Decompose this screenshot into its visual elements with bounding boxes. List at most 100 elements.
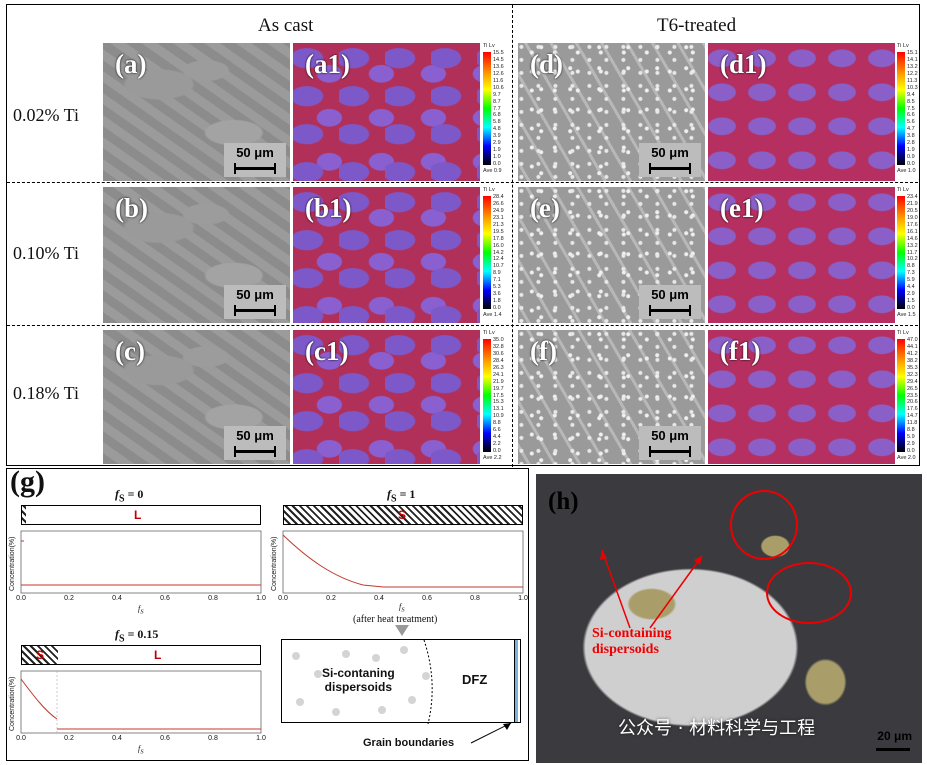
- colorbar-tick-label: 4.8: [493, 126, 501, 133]
- scalebar-line: [649, 446, 691, 457]
- scalebar-line: [234, 305, 276, 316]
- colorbar-tick-label: 12.2: [907, 70, 918, 77]
- colorbar-tick-label: 8.5: [907, 98, 915, 105]
- scalebar-b: 50 μm: [224, 285, 286, 319]
- x-tick-label: 0.0: [16, 735, 26, 742]
- colorbar-tick-label: 15.1: [907, 50, 918, 56]
- x-tick-label: 0.2: [64, 735, 74, 742]
- eds-map-f1: (f1): [708, 330, 895, 464]
- after-heat-treatment-label: (after heat treatment): [353, 614, 438, 625]
- colorbar-title: Ti Lv: [897, 187, 909, 193]
- annotation-arrows: [600, 549, 703, 629]
- colorbar-tick-label: 19.0: [907, 214, 918, 221]
- colorbar-tick-label: 32.3: [907, 371, 918, 378]
- plot-fs015-svg: [20, 670, 262, 734]
- colorbar-tick-label: 14.2: [493, 249, 504, 256]
- colorbar-tick-label: 6.6: [907, 112, 915, 119]
- colorbar-tick-label: 2.8: [907, 140, 915, 147]
- dispersoid-dot: [314, 670, 322, 678]
- colorbar-tick-label: 1.0: [493, 154, 501, 161]
- xlabel-f: f: [138, 744, 141, 753]
- dispersoid-dot: [400, 646, 408, 654]
- sem-image-f: (f) 50 μm: [518, 330, 705, 464]
- colorbar-tick-label: 29.4: [907, 378, 918, 385]
- panel-letter-c: (c): [115, 336, 145, 366]
- dispersoid-dot: [292, 652, 300, 660]
- eds-map-c1: (c1): [293, 330, 480, 464]
- colorbar-tick-label: 1.9: [907, 147, 915, 154]
- colorbar-tick-label: 15.3: [493, 399, 504, 406]
- x-tick-label: 0.2: [64, 595, 74, 602]
- dispersoid-dot: [372, 654, 380, 662]
- row-label-010: 0.10% Ti: [13, 243, 80, 263]
- colorbar-ticks: 15.5 14.5 13.6 12.6 11.6 10.6 9.7 8.7 7.7 6.8 5.8 4…: [493, 50, 511, 167]
- bar-fs015: S L: [21, 645, 261, 665]
- as-cast-title: As cast: [258, 15, 314, 36]
- colorbar-tick-label: 11.3: [907, 77, 918, 84]
- colorbar-tick-label: 38.2: [907, 357, 918, 364]
- title-fs015-f: f: [115, 627, 119, 641]
- x-tick-label: 0.4: [112, 735, 122, 742]
- colorbar-tick-label: 44.1: [907, 343, 918, 350]
- panel-letter-e: (e): [530, 193, 560, 223]
- colorbar-tick-label: 10.9: [493, 413, 504, 420]
- scalebar-text: 50 μm: [236, 428, 274, 443]
- plot-fs015: [20, 670, 262, 734]
- grain-boundary: [514, 640, 518, 722]
- panel-letter-a1: (a1): [305, 49, 350, 79]
- colorbar-tick-label: 8.8: [493, 420, 501, 427]
- colorbar-tick-label: 10.7: [493, 263, 504, 270]
- scalebar-a: 50 μm: [224, 143, 286, 177]
- colorbar-title: Ti Lv: [483, 330, 495, 336]
- xticks-fs015: 0.0 0.2 0.4 0.6 0.8 1.0: [16, 735, 266, 744]
- colorbar-tick-label: 20.6: [907, 399, 918, 406]
- colorbar-tick-label: 11.6: [493, 77, 504, 84]
- colorbar-tick-label: 26.3: [493, 364, 504, 371]
- x-tick-label: 0.6: [422, 595, 432, 602]
- colorbar-tick-label: 12.4: [493, 256, 504, 263]
- sem-image-a: (a) 50 μm: [103, 43, 290, 181]
- down-arrow-icon: [395, 625, 409, 636]
- title-fs0-eq: = 0: [124, 487, 144, 501]
- solid-hatch-fs1: [284, 506, 522, 524]
- plot-fs0: [20, 530, 262, 594]
- title-fs1: fS = 1: [387, 487, 415, 504]
- scalebar-line: [234, 163, 276, 174]
- bar-fs0: L: [21, 505, 261, 525]
- xlabel-sub: S: [401, 606, 405, 614]
- colorbar-gradient: [897, 339, 905, 452]
- colorbar-tick-label: 35.0: [493, 337, 504, 343]
- panel-letter-b: (b): [115, 193, 148, 223]
- xticks-fs0: 0.0 0.2 0.4 0.6 0.8 1.0: [16, 595, 266, 604]
- colorbar-ticks: 28.4 26.6 24.9 23.1 21.3 19.5 17.8 16.0 14.2 12.4…: [493, 194, 511, 311]
- colorbar-tick-label: 10.3: [907, 84, 918, 91]
- colorbar-tick-label: 41.2: [907, 350, 918, 357]
- colorbar-tick-label: 6.6: [493, 427, 501, 434]
- colorbar-tick-label: 2.9: [493, 140, 501, 147]
- colorbar-tick-label: 13.6: [493, 63, 504, 70]
- colorbar-tick-label: 20.5: [907, 207, 918, 214]
- dfz-label: DFZ: [462, 672, 488, 687]
- colorbar-tick-label: 8.9: [493, 270, 501, 277]
- colorbar-tick-label: 11.7: [907, 249, 918, 256]
- eds-map-d1: (d1): [708, 43, 895, 181]
- colorbar-average: Ave 1.4: [483, 312, 502, 318]
- colorbar-tick-label: 17.6: [907, 221, 918, 228]
- row-divider-2: [7, 325, 918, 326]
- colorbar-tick-label: 13.1: [493, 406, 504, 413]
- colorbar-tick-label: 24.1: [493, 371, 504, 378]
- x-tick-label: 0.8: [470, 595, 480, 602]
- x-tick-label: 0.4: [374, 595, 384, 602]
- grain-boundaries-label: Grain boundaries: [363, 737, 455, 749]
- colorbar-tick-label: 2.2: [493, 441, 501, 448]
- colorbar-gradient: [483, 52, 491, 165]
- heat-treatment-schematic: Si-contaning dispersoids DFZ: [281, 639, 521, 724]
- sem-image-d: (d) 50 μm: [518, 43, 705, 181]
- colorbar-tick-label: 0.9: [907, 154, 915, 161]
- dispersoid-dot: [332, 708, 340, 716]
- x-tick-label: 0.4: [112, 595, 122, 602]
- scalebar-d: 50 μm: [639, 143, 701, 177]
- colorbar-tick-label: 7.3: [907, 270, 915, 277]
- colorbar-tick-label: 14.6: [907, 235, 918, 242]
- colorbar-title: Ti Lv: [897, 43, 909, 49]
